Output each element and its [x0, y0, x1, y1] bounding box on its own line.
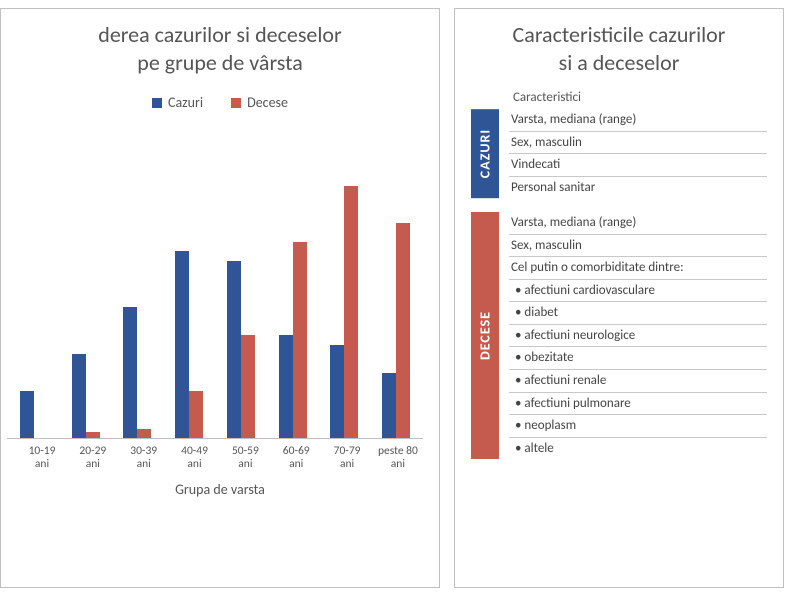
legend-label-cazuri: Cazuri — [168, 94, 203, 111]
bar-group — [114, 307, 160, 438]
chart-plot-area — [7, 139, 423, 439]
chart-legend: Cazuri Decese — [17, 94, 423, 111]
x-label: 20-29ani — [70, 445, 116, 471]
table-row: • obezitate — [509, 347, 767, 370]
x-label: 30-39ani — [121, 445, 167, 471]
bar-group — [321, 186, 367, 438]
characteristics-title-line1: Caracteristicile cazurilor — [471, 21, 767, 49]
legend-item-cazuri: Cazuri — [152, 94, 203, 111]
bar-cazuri — [123, 307, 137, 438]
legend-label-decese: Decese — [247, 94, 288, 111]
table-row: • diabet — [509, 302, 767, 325]
chart-xaxis-title: Grupa de varsta — [17, 481, 423, 498]
x-label: 70-79ani — [324, 445, 370, 471]
bar-cazuri — [279, 335, 293, 438]
bar-cazuri — [330, 345, 344, 438]
chart-panel: derea cazurilor si deceselor pe grupe de… — [0, 8, 440, 588]
table-row: • afectiuni renale — [509, 370, 767, 393]
table-row: Varsta, mediana (range) — [509, 212, 767, 235]
bar-group — [270, 242, 316, 438]
table-row: • afectiuni pulmonare — [509, 393, 767, 416]
table-row: • altele — [509, 438, 767, 460]
x-label: 50-59ani — [222, 445, 268, 471]
bar-decese — [137, 429, 151, 438]
x-label: 60-69ani — [273, 445, 319, 471]
characteristics-section: DECESE Varsta, mediana (range)Sex, mascul… — [471, 212, 767, 459]
x-label: peste 80ani — [375, 445, 421, 471]
chart-x-labels: 10-19ani20-29ani30-39ani40-49ani50-59ani… — [17, 445, 423, 471]
table-row: Vindecati — [509, 154, 767, 177]
bar-cazuri — [382, 373, 396, 438]
x-label: 10-19ani — [19, 445, 65, 471]
table-row: • afectiuni cardiovasculare — [509, 280, 767, 303]
legend-item-decese: Decese — [231, 94, 288, 111]
bar-decese — [396, 223, 410, 438]
characteristics-title-line2: si a deceselor — [471, 49, 767, 77]
characteristics-section: CAZURI Varsta, mediana (range)Sex, mascul… — [471, 109, 767, 198]
chart-title: derea cazurilor si deceselor pe grupe de… — [17, 21, 423, 76]
bar-group — [218, 261, 264, 438]
section-vertical-label: DECESE — [471, 212, 499, 459]
bar-decese — [86, 432, 100, 438]
bar-group — [63, 354, 109, 438]
table-row: Sex, masculin — [509, 235, 767, 258]
table-row: Varsta, mediana (range) — [509, 109, 767, 132]
bar-group — [373, 223, 419, 438]
section-vertical-label: CAZURI — [471, 109, 499, 198]
legend-swatch-cazuri — [152, 98, 162, 108]
chart-title-line2: pe grupe de vârsta — [17, 49, 423, 77]
chart-bars — [7, 159, 423, 439]
table-row: Sex, masculin — [509, 132, 767, 155]
bar-decese — [344, 186, 358, 438]
table-row: • neoplasm — [509, 415, 767, 438]
bar-cazuri — [20, 391, 34, 438]
x-label: 40-49ani — [172, 445, 218, 471]
bar-group — [166, 251, 212, 438]
characteristics-title: Caracteristicile cazurilor si a deceselo… — [471, 21, 767, 76]
bar-decese — [241, 335, 255, 438]
table-row: Cel putin o comorbiditate dintre: — [509, 257, 767, 280]
bar-decese — [189, 391, 203, 438]
characteristics-panel: Caracteristicile cazurilor si a deceselo… — [454, 8, 784, 588]
chart-title-line1: derea cazurilor si deceselor — [17, 21, 423, 49]
bar-decese — [293, 242, 307, 438]
table-row: Personal sanitar — [509, 177, 767, 199]
bar-cazuri — [72, 354, 86, 438]
table-row: • afectiuni neurologice — [509, 325, 767, 348]
bar-cazuri — [175, 251, 189, 438]
characteristics-sections: CAZURIVarsta, mediana (range)Sex, mascul… — [471, 109, 767, 459]
characteristics-header: Caracteristici — [513, 90, 767, 105]
section-rows: Varsta, mediana (range)Sex, masculinVind… — [509, 109, 767, 198]
bar-cazuri — [227, 261, 241, 438]
legend-swatch-decese — [231, 98, 241, 108]
bar-group — [11, 391, 57, 438]
section-rows: Varsta, mediana (range)Sex, masculinCel … — [509, 212, 767, 459]
